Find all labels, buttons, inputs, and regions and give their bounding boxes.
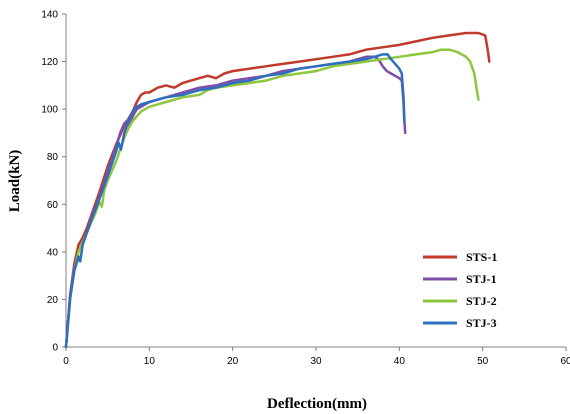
- legend: STS-1 STJ-1 STJ-2 STJ-3: [423, 250, 497, 330]
- y-tick-label: 100: [41, 105, 58, 116]
- x-tick-label: 60: [560, 356, 570, 367]
- y-axis-label: Load(kN): [7, 150, 23, 213]
- x-tick-label: 10: [144, 356, 156, 367]
- legend-label-stj-1: STJ-1: [466, 272, 497, 286]
- series-line-stj-3: [64, 53, 406, 349]
- x-axis-label: Deflection(mm): [267, 396, 367, 412]
- y-tick-label: 80: [47, 152, 59, 163]
- y-tick-label: 0: [52, 343, 58, 354]
- x-tick-label: 20: [227, 356, 239, 367]
- y-tick-labels: 0 20 40 60 80 100 120 140: [41, 10, 66, 354]
- y-tick-label: 40: [47, 247, 59, 258]
- x-tick-label: 50: [477, 356, 489, 367]
- series-line-sts-1: [64, 31, 491, 349]
- y-tick-label: 20: [47, 295, 59, 306]
- legend-label-sts-1: STS-1: [466, 250, 497, 264]
- x-tick-labels: 0 10 20 30 40 50 60: [63, 347, 570, 367]
- x-tick-label: 0: [63, 356, 69, 367]
- legend-label-stj-2: STJ-2: [466, 294, 497, 308]
- y-tick-label: 140: [41, 10, 58, 21]
- x-tick-label: 30: [310, 356, 322, 367]
- series-lines: [64, 31, 491, 349]
- x-tick-label: 40: [394, 356, 406, 367]
- y-tick-label: 60: [47, 200, 59, 211]
- series-line-stj-2: [64, 48, 480, 349]
- legend-label-stj-3: STJ-3: [466, 316, 497, 330]
- series-line-stj-1: [64, 55, 407, 349]
- y-tick-label: 120: [41, 57, 58, 68]
